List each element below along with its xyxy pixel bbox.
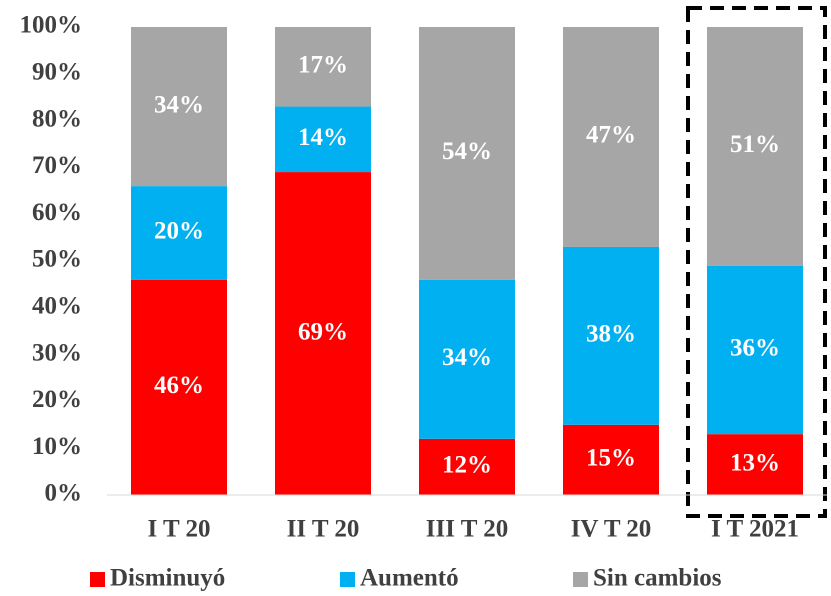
value-label: 17% — [298, 52, 348, 79]
y-tick-label: 80% — [32, 105, 82, 132]
value-label: 69% — [298, 318, 348, 345]
legend-swatch — [90, 572, 105, 587]
bar-segment — [563, 424, 659, 495]
y-tick-label: 20% — [32, 386, 82, 413]
bar-segment — [275, 172, 371, 495]
value-label: 15% — [586, 445, 636, 472]
value-label: 13% — [730, 449, 780, 476]
y-tick-label: 40% — [32, 293, 82, 320]
legend-swatch — [340, 572, 355, 587]
value-label: 51% — [730, 131, 780, 158]
value-label: 14% — [298, 124, 348, 151]
x-tick-label: I T 20 — [147, 516, 210, 543]
y-tick-label: 10% — [32, 433, 82, 460]
value-label: 38% — [586, 321, 636, 348]
bar-segment — [131, 279, 227, 495]
x-tick-label: III T 20 — [426, 516, 508, 543]
y-tick-label: 30% — [32, 339, 82, 366]
x-tick-label: IV T 20 — [571, 516, 652, 543]
bar-segment — [707, 434, 803, 495]
legend-label: Aumentó — [360, 565, 459, 592]
y-tick-label: 60% — [32, 199, 82, 226]
y-tick-label: 90% — [32, 59, 82, 86]
bar-segment — [275, 27, 371, 107]
x-tick-label: II T 20 — [287, 516, 360, 543]
y-tick-label: 70% — [32, 152, 82, 179]
y-tick-label: 0% — [45, 480, 83, 507]
value-label: 46% — [154, 372, 204, 399]
value-label: 47% — [586, 122, 636, 149]
value-label: 20% — [154, 218, 204, 245]
legend-label: Sin cambios — [593, 565, 722, 592]
bar-segment — [419, 27, 515, 280]
legend-swatch — [573, 572, 588, 587]
bar-segment — [563, 27, 659, 247]
bar-segment — [419, 279, 515, 439]
y-tick-label: 50% — [32, 246, 82, 273]
bar-segment — [707, 265, 803, 435]
bar-segment — [131, 186, 227, 280]
bar-segment — [275, 106, 371, 173]
value-label: 36% — [730, 335, 780, 362]
y-tick-label: 100% — [20, 12, 83, 39]
legend-label: Disminuyó — [110, 565, 225, 592]
value-label: 34% — [154, 91, 204, 118]
x-tick-label: I T 2021 — [711, 516, 799, 543]
value-label: 54% — [442, 138, 492, 165]
highlight-box — [686, 6, 827, 518]
bar-segment — [707, 27, 803, 266]
bar-segment — [131, 27, 227, 187]
value-label: 12% — [442, 452, 492, 479]
bar-segment — [419, 438, 515, 495]
value-label: 34% — [442, 344, 492, 371]
bar-segment — [563, 246, 659, 425]
